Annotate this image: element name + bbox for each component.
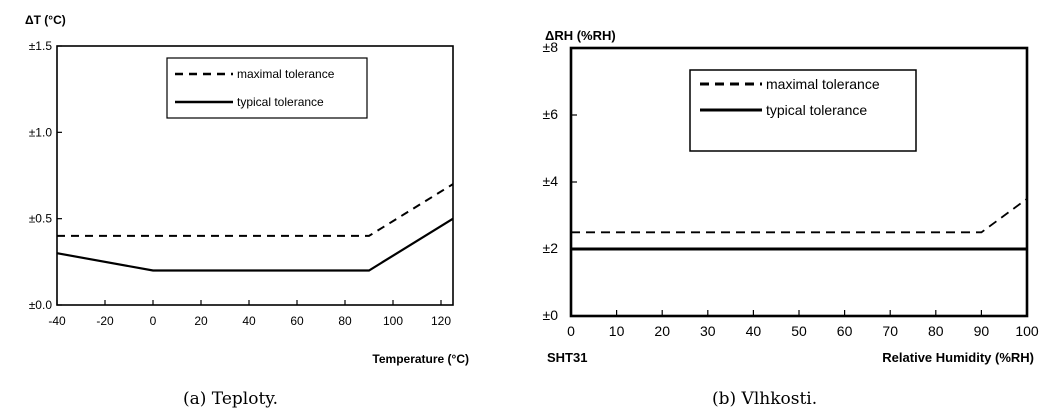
- y-tick-label: ±0: [543, 307, 559, 323]
- chart-humidity: ΔRH (%RH) ±0 ±2 ±4 ±6 ±8 0 10 20 30 40 50 60 70 80 90…: [543, 28, 1039, 409]
- x-tick-label: 0: [567, 323, 575, 339]
- series-maximal-tolerance: [571, 198, 1028, 234]
- y-tick-label: ±0.0: [29, 298, 53, 312]
- x-axis-label: Relative Humidity (%RH): [882, 350, 1034, 365]
- y-tick-label: ±1.5: [29, 39, 53, 53]
- series-maximal-tolerance: [57, 183, 454, 237]
- x-tick-label: 10: [609, 323, 625, 339]
- y-tick-label: ±2: [543, 240, 559, 256]
- caption: (b) Vlhkosti.: [712, 389, 817, 409]
- x-tick-label: 120: [431, 314, 451, 328]
- x-tick-label: 60: [837, 323, 853, 339]
- legend-box: [166, 57, 368, 119]
- x-tick-label: -40: [48, 314, 66, 328]
- series-typical-tolerance: [56, 217, 454, 272]
- x-tick-label: 100: [1015, 323, 1039, 339]
- legend: maximal tolerance typical tolerance: [166, 57, 368, 119]
- x-tick-label: 80: [338, 314, 352, 328]
- legend-label-maximal-tolerance: maximal tolerance: [237, 67, 335, 81]
- legend-label-typical-tolerance: typical tolerance: [766, 102, 867, 118]
- legend-label-typical-tolerance: typical tolerance: [237, 95, 324, 109]
- y-tick-label: ±0.5: [29, 212, 53, 226]
- x-axis-label: Temperature (°C): [372, 352, 469, 366]
- x-tick-label: 80: [928, 323, 944, 339]
- x-tick-label: 70: [882, 323, 898, 339]
- x-tick-label: 20: [194, 314, 208, 328]
- x-tick-label: 100: [383, 314, 403, 328]
- x-tick-label: 0: [150, 314, 157, 328]
- x-tick-label: 30: [700, 323, 716, 339]
- x-tick-label: 90: [974, 323, 990, 339]
- legend: maximal tolerance typical tolerance: [689, 69, 917, 152]
- x-tick-label: -20: [96, 314, 114, 328]
- caption: (a) Teploty.: [183, 389, 278, 409]
- y-tick-label: ±6: [543, 106, 559, 122]
- plot-area: [56, 45, 454, 306]
- y-tick-label: ±8: [543, 39, 559, 55]
- x-tick-label: 60: [290, 314, 304, 328]
- y-axis-label: ΔRH (%RH): [545, 28, 616, 43]
- x-tick-label: 40: [242, 314, 256, 328]
- y-tick-label: ±1.0: [29, 125, 53, 139]
- legend-label-maximal-tolerance: maximal tolerance: [766, 76, 880, 92]
- x-tick-label: 50: [791, 323, 807, 339]
- x-tick-label: 40: [746, 323, 762, 339]
- y-axis-label: ΔT (°C): [25, 13, 66, 27]
- y-tick-label: ±4: [543, 173, 559, 189]
- x-tick-label: 20: [654, 323, 670, 339]
- corner-label: SHT31: [547, 350, 587, 365]
- chart-temperature: ΔT (°C) ±0.0 ±0.5 ±1.0 ±1.5 -40 -20 0 20 40 60 80…: [25, 13, 469, 409]
